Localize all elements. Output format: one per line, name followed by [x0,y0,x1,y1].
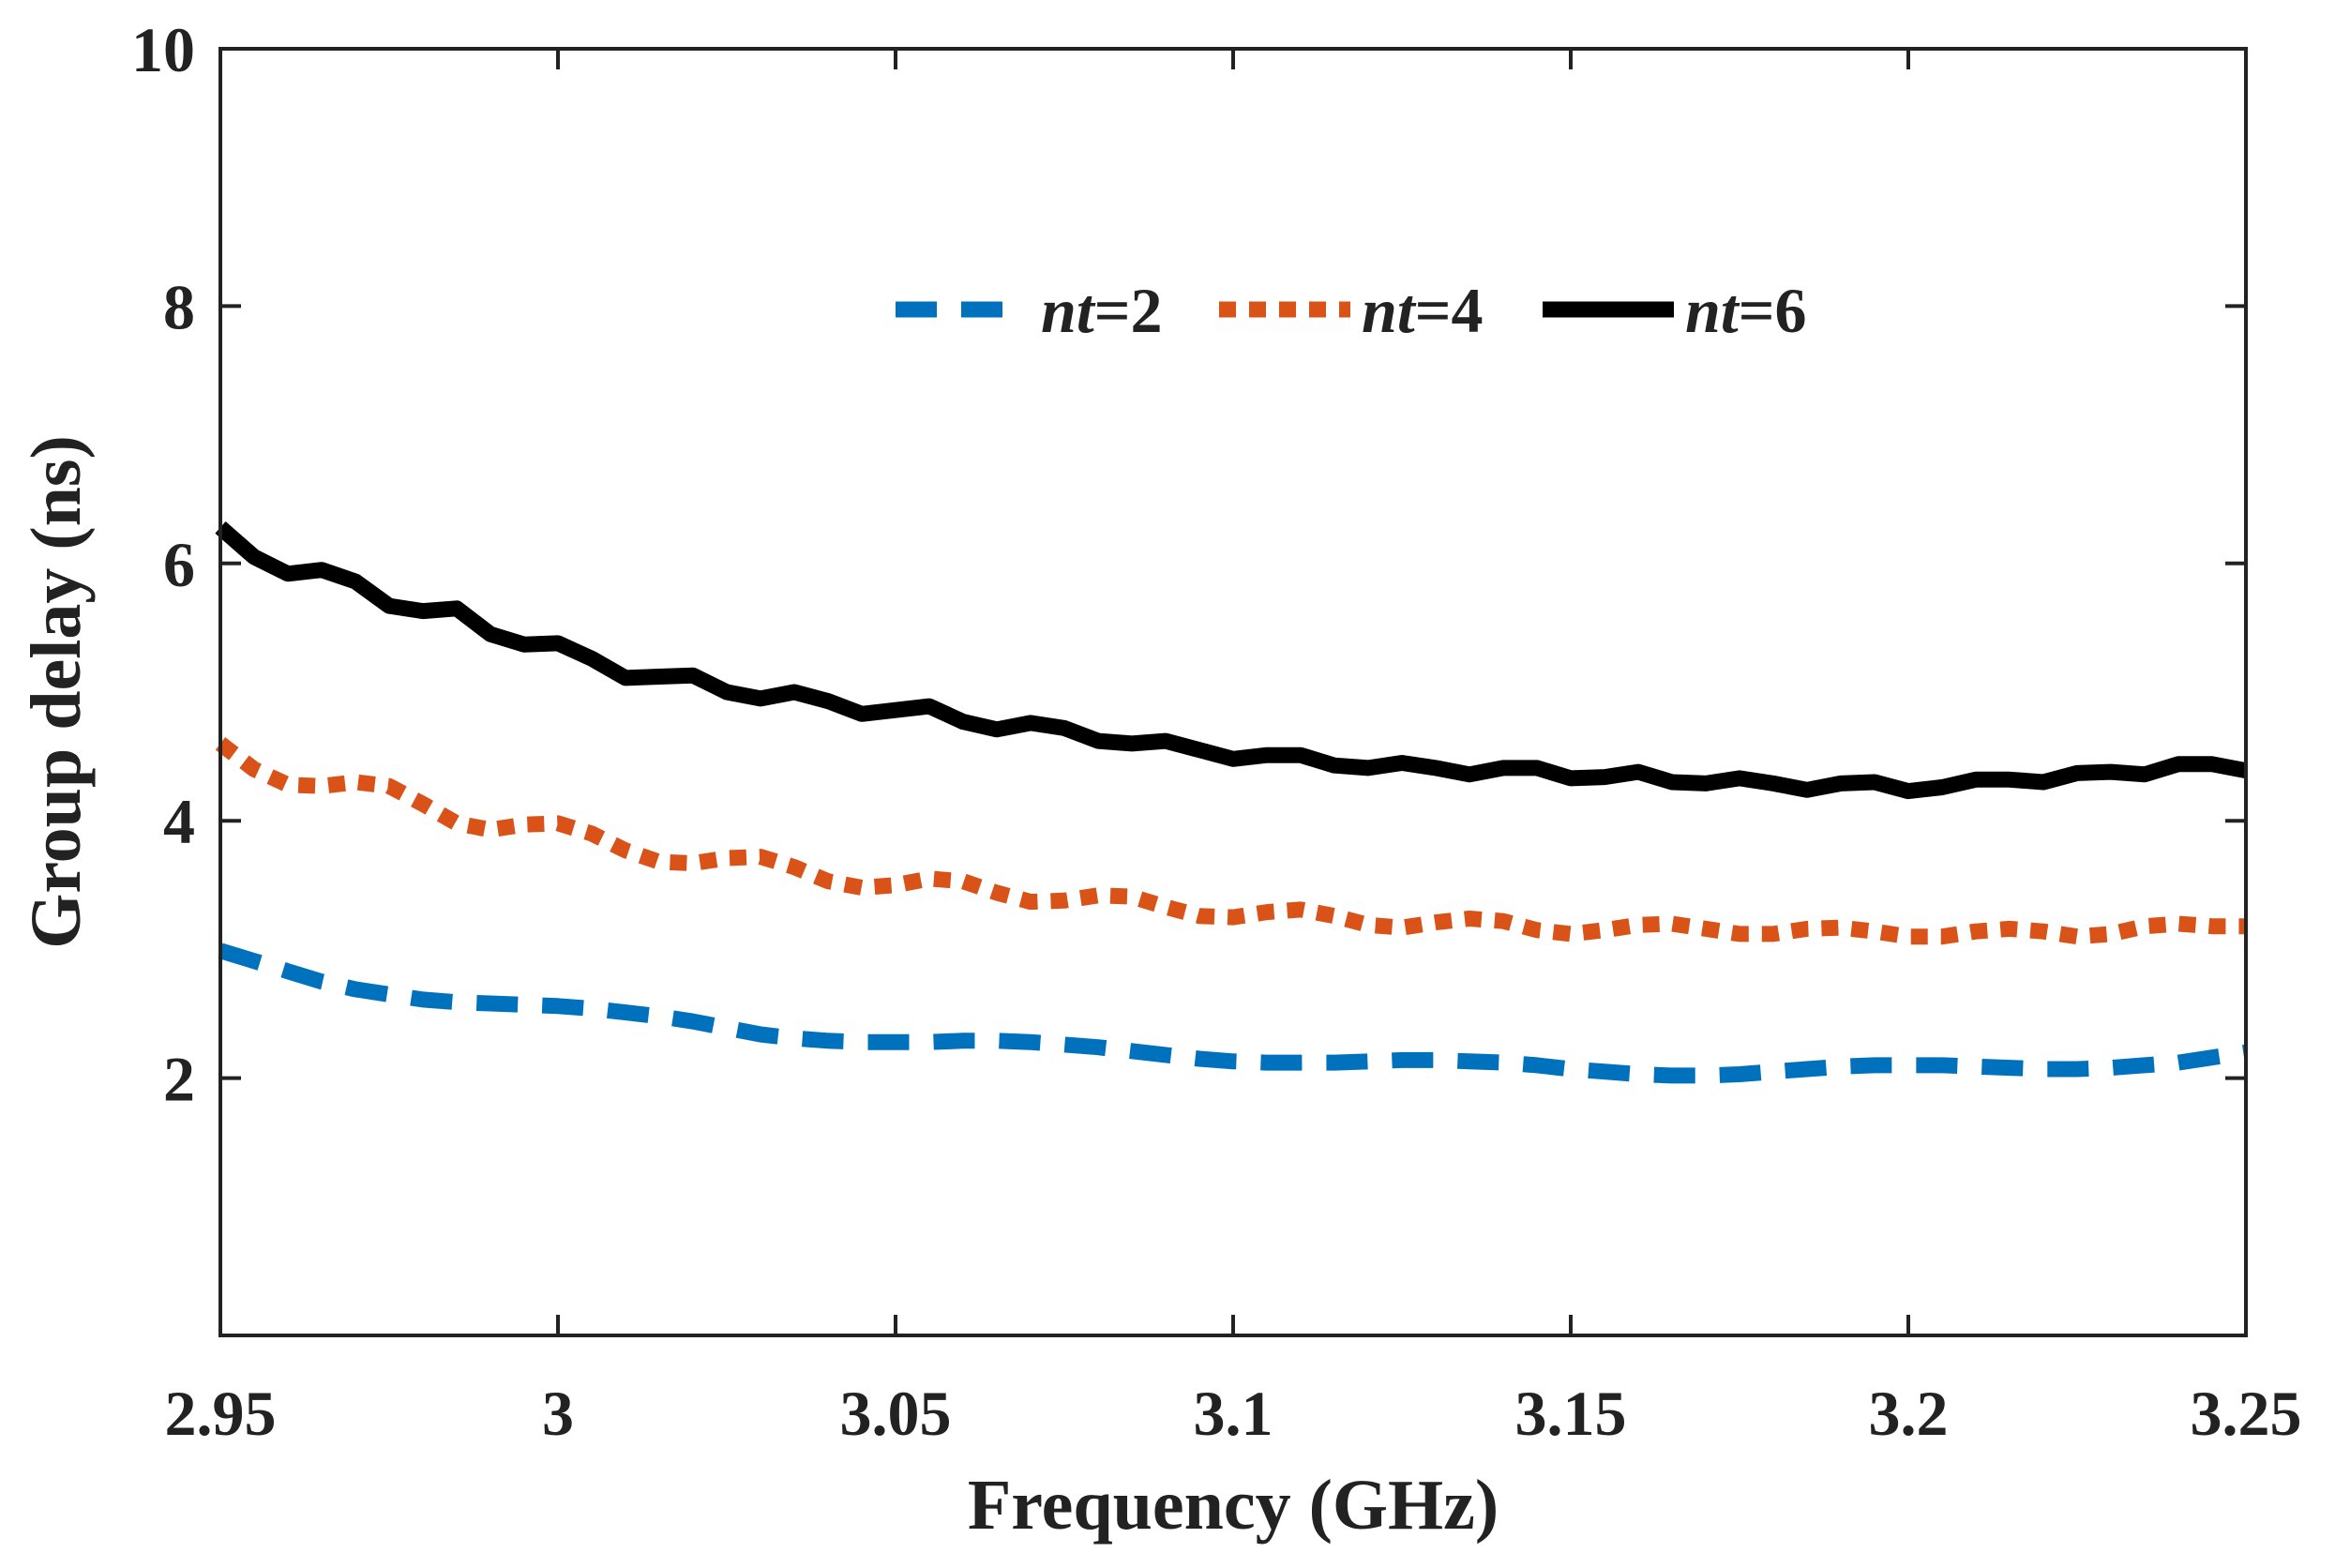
series-line-nt-2 [218,942,2248,1084]
legend-label-nt-4: nt=4 [1362,275,1483,346]
x-tick-label: 3.05 [840,1378,952,1449]
x-axis-label: Frequency (GHz) [968,1466,1499,1545]
y-tick-label: 10 [131,14,195,85]
x-tick-label: 3.2 [1869,1378,1949,1449]
legend-var: nt [1362,275,1417,346]
y-tick-label: 2 [163,1044,195,1115]
y-tick-label: 4 [163,786,195,857]
y-axis-label: Group delay (ns) [17,435,96,949]
legend-value: =4 [1415,275,1484,346]
x-tick-label: 2.95 [165,1378,277,1449]
legend-var: nt [1685,275,1740,346]
legend-label-nt-2: nt=2 [1041,275,1162,346]
series-layer [215,521,2248,1084]
y-tick-label: 8 [163,271,195,342]
legend-value: =6 [1739,275,1807,346]
legend-label-nt-6: nt=6 [1685,275,1806,346]
x-tick-label: 3.1 [1194,1378,1273,1449]
y-tick-label: 6 [163,529,195,600]
legend: nt=2 nt=4 nt=6 [896,275,1806,346]
legend-value: =2 [1094,275,1163,346]
ticks-layer: 2.95 3 3.05 3.1 3.15 3.2 3.25 2 4 6 8 10 [131,14,2302,1449]
x-tick-label: 3.15 [1515,1378,1627,1449]
x-tick-label: 3 [542,1378,574,1449]
series-line-nt-6 [215,521,2248,800]
legend-var: nt [1041,275,1096,346]
x-tick-label: 3.25 [2191,1378,2302,1449]
series-line-nt-4 [215,737,2246,945]
